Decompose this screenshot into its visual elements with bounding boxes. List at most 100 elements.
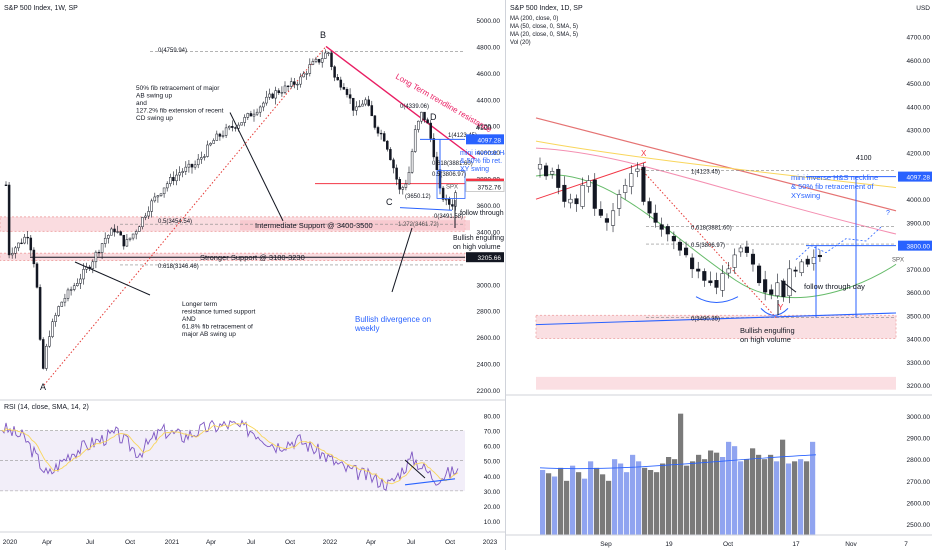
volume-bar bbox=[588, 461, 594, 535]
fib-3807-label: 0.5(3806.97) bbox=[432, 172, 466, 178]
stronger-support-label: Stronger Support @ 3180-3230 bbox=[200, 253, 305, 262]
vol-tick: 2500.00 bbox=[907, 522, 931, 529]
volume-bar bbox=[696, 454, 702, 535]
candle-body bbox=[407, 172, 411, 185]
left-chart-panel[interactable]: 5000.00 4800.00 4600.00 4400.00 4200.00 4000.… bbox=[0, 0, 506, 550]
candle-body bbox=[623, 185, 628, 193]
candle-body bbox=[641, 167, 646, 202]
candle-body bbox=[677, 241, 683, 251]
candle-body bbox=[97, 251, 101, 254]
left-price-tick: 2200.00 bbox=[477, 388, 501, 395]
candle-body bbox=[162, 187, 166, 195]
candle-body bbox=[91, 261, 95, 269]
right-time-tick: 7 bbox=[904, 541, 908, 548]
rsi-tick: 30.00 bbox=[484, 489, 501, 496]
volume-bar bbox=[726, 441, 732, 535]
candle-body bbox=[805, 258, 810, 265]
candle-body bbox=[574, 198, 579, 205]
candle-body bbox=[714, 280, 719, 288]
candle-body bbox=[227, 126, 231, 129]
left-arrows bbox=[74, 112, 456, 296]
legend-item: MA (50, close, 0, SMA, 5) bbox=[510, 24, 578, 30]
left-price-tick: 3000.00 bbox=[477, 282, 501, 289]
volume-bar bbox=[606, 480, 612, 535]
time-tick: Oct bbox=[285, 539, 295, 546]
right-time-tick: Oct bbox=[723, 541, 733, 548]
candle-body bbox=[757, 265, 762, 284]
candle-body bbox=[379, 132, 383, 135]
candle-body bbox=[23, 236, 26, 244]
legend-item: Vol (20) bbox=[510, 40, 531, 46]
follow-through-arrow bbox=[780, 280, 797, 293]
vol-ma bbox=[539, 454, 817, 470]
candle-body bbox=[150, 200, 153, 212]
volume-bar bbox=[702, 459, 708, 535]
candle-body bbox=[17, 242, 20, 249]
candle-body bbox=[234, 127, 237, 129]
rsi-title: RSI (14, close, SMA, 14, 2) bbox=[4, 404, 89, 411]
follow-through-label: follow through bbox=[460, 210, 504, 217]
label-d: D bbox=[430, 112, 437, 122]
volume-bar bbox=[714, 452, 720, 535]
fib-left-0618-label: 0.618(3146.46) bbox=[158, 264, 199, 270]
candle-body bbox=[410, 151, 414, 173]
candle-body bbox=[134, 231, 138, 235]
candle-body bbox=[7, 184, 11, 256]
volume-bar bbox=[738, 461, 744, 535]
daily-chart-svg[interactable]: S&P 500 Index, 1D, SP MA (200, close, 0) M… bbox=[506, 0, 932, 550]
left-symbol: SPX bbox=[446, 185, 458, 191]
candle-body bbox=[604, 218, 609, 223]
candle-body bbox=[592, 179, 597, 209]
volume-bar bbox=[642, 467, 648, 535]
time-tick: Apr bbox=[42, 539, 53, 546]
bullish-engulf-label: Bullish engulfing on high volume bbox=[453, 235, 504, 251]
weekly-chart-svg[interactable]: 5000.00 4800.00 4600.00 4400.00 4200.00 4000.… bbox=[0, 0, 505, 550]
candle-body bbox=[435, 156, 439, 170]
volume-bar bbox=[732, 446, 738, 535]
time-tick: 2020 bbox=[3, 539, 18, 546]
candle-body bbox=[398, 179, 401, 190]
right-price-tick: 4300.00 bbox=[907, 128, 931, 135]
price-tag-bg bbox=[898, 240, 932, 251]
volume-bar bbox=[624, 472, 630, 535]
right-chart-panel[interactable]: S&P 500 Index, 1D, SP MA (200, close, 0) M… bbox=[506, 0, 932, 550]
label-y: Y bbox=[778, 303, 784, 312]
candle-body bbox=[103, 237, 107, 244]
right-time-tick: Nov bbox=[845, 541, 857, 548]
candle-body bbox=[550, 171, 555, 175]
candle-body bbox=[351, 97, 355, 111]
fib-05-label: 0.5(3806.97) bbox=[691, 243, 725, 249]
candle-body bbox=[128, 237, 132, 240]
volume-bar bbox=[654, 472, 660, 535]
fib-top-label: 0(4759.94) bbox=[158, 48, 187, 54]
candle-body bbox=[339, 79, 343, 88]
candle-body bbox=[63, 298, 67, 303]
candle-body bbox=[568, 198, 573, 204]
candle-body bbox=[556, 168, 561, 188]
candle-body bbox=[417, 120, 420, 130]
left-price-tick: 4600.00 bbox=[477, 71, 501, 78]
time-tick: Apr bbox=[366, 539, 377, 546]
candle-body bbox=[131, 233, 135, 239]
rsi-sma-line bbox=[1, 422, 459, 485]
fib-3881-label: 0.618(3881.60) bbox=[432, 161, 473, 167]
candle-body bbox=[66, 289, 70, 299]
candle-body bbox=[345, 89, 349, 95]
candle-body bbox=[296, 83, 299, 86]
candle-body bbox=[206, 144, 209, 157]
candle-body bbox=[265, 96, 268, 104]
time-tick: Oct bbox=[125, 539, 135, 546]
candle-body bbox=[635, 168, 640, 172]
candle-body bbox=[38, 287, 42, 340]
candle-body bbox=[258, 106, 262, 113]
volume-bar bbox=[720, 457, 726, 535]
candle-body bbox=[138, 226, 141, 232]
volume-bar bbox=[756, 454, 762, 535]
volume-bar bbox=[672, 459, 678, 535]
candle-body bbox=[100, 243, 104, 253]
candle-body bbox=[355, 106, 358, 111]
candle-body bbox=[404, 183, 408, 188]
candle-body bbox=[373, 115, 377, 128]
volume-bar bbox=[684, 465, 690, 535]
rsi-tick: 50.00 bbox=[484, 459, 501, 466]
